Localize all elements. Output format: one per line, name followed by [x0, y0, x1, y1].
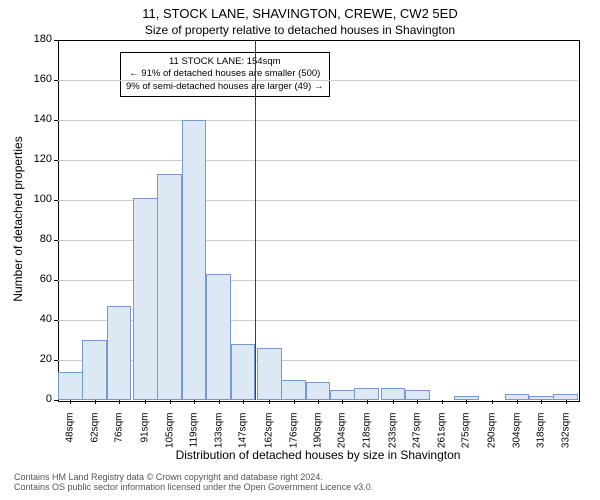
y-tick-mark — [54, 160, 58, 161]
y-tick-mark — [54, 320, 58, 321]
x-tick-mark — [517, 400, 518, 404]
x-tick-label: 332sqm — [560, 413, 571, 457]
x-tick-mark — [95, 400, 96, 404]
x-tick-mark — [170, 400, 171, 404]
histogram-bar — [306, 382, 331, 400]
y-tick-mark — [54, 400, 58, 401]
x-tick-label: 162sqm — [264, 413, 275, 457]
x-tick-mark — [318, 400, 319, 404]
y-tick-label: 80 — [24, 233, 52, 245]
histogram-bar — [330, 390, 355, 400]
x-tick-label: 261sqm — [436, 413, 447, 457]
y-tick-label: 60 — [24, 273, 52, 285]
chart-container: 11, STOCK LANE, SHAVINGTON, CREWE, CW2 5… — [0, 0, 600, 500]
y-tick-mark — [54, 240, 58, 241]
histogram-bar — [405, 390, 430, 400]
chart-subtitle: Size of property relative to detached ho… — [0, 21, 600, 37]
chart-title: 11, STOCK LANE, SHAVINGTON, CREWE, CW2 5… — [0, 0, 600, 21]
x-tick-label: 233sqm — [388, 413, 399, 457]
x-tick-mark — [417, 400, 418, 404]
y-tick-mark — [54, 80, 58, 81]
y-tick-label: 0 — [24, 393, 52, 405]
y-tick-label: 140 — [24, 113, 52, 125]
x-tick-mark — [294, 400, 295, 404]
x-tick-label: 76sqm — [114, 413, 125, 457]
histogram-bar — [133, 198, 158, 400]
x-tick-mark — [70, 400, 71, 404]
y-tick-label: 160 — [24, 73, 52, 85]
histogram-bar — [231, 344, 256, 400]
x-tick-mark — [442, 400, 443, 404]
y-tick-label: 180 — [24, 33, 52, 45]
gridline-h — [58, 80, 578, 81]
annotation-box: 11 STOCK LANE: 154sqm ← 91% of detached … — [120, 52, 330, 97]
footer-text: Contains HM Land Registry data © Crown c… — [6, 468, 600, 496]
y-tick-mark — [54, 120, 58, 121]
reference-line — [255, 40, 256, 400]
gridline-h — [58, 160, 578, 161]
x-tick-label: 304sqm — [511, 413, 522, 457]
x-tick-label: 318sqm — [536, 413, 547, 457]
x-tick-mark — [342, 400, 343, 404]
y-tick-label: 40 — [24, 313, 52, 325]
y-tick-mark — [54, 280, 58, 281]
gridline-h — [58, 120, 578, 121]
x-tick-mark — [466, 400, 467, 404]
x-tick-mark — [393, 400, 394, 404]
x-tick-mark — [219, 400, 220, 404]
x-tick-label: 147sqm — [237, 413, 248, 457]
histogram-bar — [107, 306, 132, 400]
x-tick-mark — [492, 400, 493, 404]
histogram-bar — [354, 388, 379, 400]
x-tick-mark — [145, 400, 146, 404]
y-tick-mark — [54, 40, 58, 41]
footer-line2: Contains OS public sector information li… — [14, 482, 600, 492]
x-tick-mark — [541, 400, 542, 404]
y-tick-label: 100 — [24, 193, 52, 205]
histogram-bar — [381, 388, 406, 400]
y-tick-mark — [54, 200, 58, 201]
x-tick-label: 290sqm — [487, 413, 498, 457]
y-axis-label: Number of detached properties — [11, 129, 25, 309]
x-tick-label: 133sqm — [213, 413, 224, 457]
histogram-bar — [82, 340, 107, 400]
x-tick-mark — [119, 400, 120, 404]
histogram-bar — [182, 120, 207, 400]
x-tick-mark — [566, 400, 567, 404]
x-tick-label: 176sqm — [288, 413, 299, 457]
histogram-bar — [281, 380, 306, 400]
x-tick-label: 204sqm — [337, 413, 348, 457]
x-tick-label: 48sqm — [65, 413, 76, 457]
footer-line1: Contains HM Land Registry data © Crown c… — [14, 472, 600, 482]
x-tick-label: 218sqm — [361, 413, 372, 457]
x-tick-label: 62sqm — [89, 413, 100, 457]
annotation-line2: ← 91% of detached houses are smaller (50… — [126, 68, 324, 80]
x-tick-mark — [367, 400, 368, 404]
annotation-line1: 11 STOCK LANE: 154sqm — [126, 56, 324, 68]
x-tick-mark — [194, 400, 195, 404]
x-tick-label: 275sqm — [461, 413, 472, 457]
y-tick-mark — [54, 360, 58, 361]
y-tick-label: 20 — [24, 353, 52, 365]
x-tick-label: 105sqm — [164, 413, 175, 457]
y-tick-label: 120 — [24, 153, 52, 165]
x-tick-label: 247sqm — [412, 413, 423, 457]
histogram-bar — [206, 274, 231, 400]
annotation-line3: 9% of semi-detached houses are larger (4… — [126, 81, 324, 93]
histogram-bar — [58, 372, 83, 400]
histogram-bar — [257, 348, 282, 400]
histogram-bar — [157, 174, 182, 400]
x-tick-label: 119sqm — [189, 413, 200, 457]
x-tick-mark — [269, 400, 270, 404]
x-tick-label: 190sqm — [313, 413, 324, 457]
x-tick-label: 91sqm — [140, 413, 151, 457]
x-tick-mark — [243, 400, 244, 404]
